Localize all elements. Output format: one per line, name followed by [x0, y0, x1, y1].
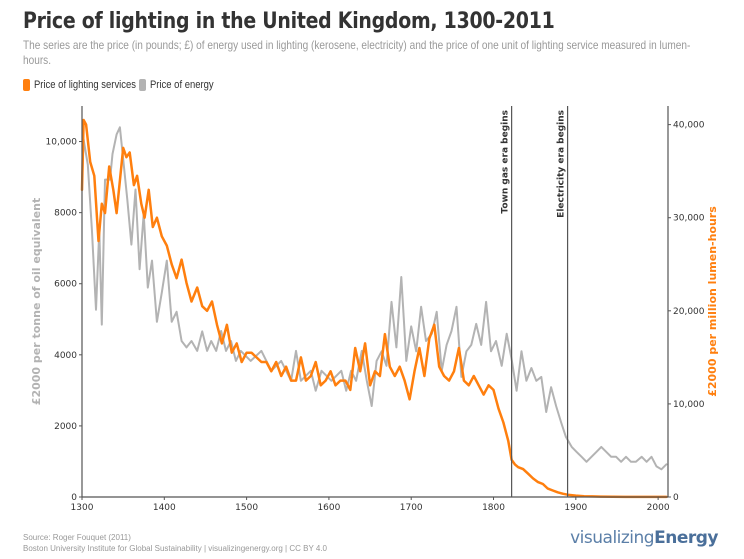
y-left-tick-label: 6000 — [54, 280, 77, 290]
x-tick-label: 1700 — [400, 503, 423, 513]
y-left-tick-label: 0 — [71, 493, 77, 503]
axis-layer: 1300 1400 1500 1600 1700 1800 1900 200002000400… — [30, 106, 719, 513]
y-left-tick-label: 4000 — [54, 351, 77, 361]
legend-swatch-energy — [138, 79, 146, 91]
series-layer — [80, 118, 668, 499]
annotation-label: Town gas era begins — [501, 110, 511, 214]
y-right-tick-label: 20,000 — [673, 307, 705, 317]
chart-subtitle: The series are the price (in pounds; £) … — [23, 38, 691, 67]
x-tick-label: 2000 — [647, 503, 670, 513]
series-line-lighting — [80, 118, 668, 499]
y-left-tick-label: 2000 — [54, 422, 77, 432]
chart-title: Price of lighting in the United Kingdom,… — [23, 9, 555, 34]
x-tick-label: 1600 — [317, 503, 340, 513]
legend-label-lighting: Price of lighting services — [34, 79, 137, 91]
footer: Source: Roger Fouquet (2011) Boston Univ… — [23, 532, 327, 554]
x-tick-label: 1900 — [564, 503, 587, 513]
legend-swatch-lighting — [23, 79, 30, 91]
logo[interactable]: visualizingEnergy — [570, 528, 718, 548]
y-left-tick-label: 8000 — [54, 209, 77, 219]
x-tick-label: 1800 — [482, 503, 505, 513]
series-line-energy — [81, 126, 668, 471]
annotation-label: Electricity era begins — [557, 110, 567, 218]
legend: Price of lighting services Price of ener… — [23, 79, 228, 91]
y-axis-left-title: £2000 per tonne of oil equivalent — [30, 198, 43, 405]
annotation-layer: Town gas era begins Electricity era begin… — [501, 106, 569, 497]
legend-label-energy: Price of energy — [149, 79, 214, 91]
logo-light: visualizing — [570, 528, 655, 548]
x-tick-label: 1500 — [235, 503, 258, 513]
footer-source: Source: Roger Fouquet (2011) — [23, 533, 131, 542]
y-right-tick-label: 10,000 — [673, 400, 705, 410]
y-right-tick-label: 30,000 — [673, 214, 705, 224]
y-right-tick-label: 40,000 — [673, 121, 705, 131]
footer-credit: Boston University Institute for Global S… — [23, 544, 328, 553]
y-right-tick-label: 0 — [673, 493, 679, 503]
y-left-tick-label: 10,000 — [46, 138, 78, 148]
legend-item-lighting[interactable]: Price of lighting services — [23, 79, 153, 91]
logo-bold: Energy — [654, 528, 718, 548]
y-axis-right-title: £2000 per million lumen-hours — [706, 206, 719, 397]
x-tick-label: 1300 — [71, 503, 94, 513]
legend-item-energy[interactable]: Price of energy — [138, 79, 224, 91]
x-tick-label: 1400 — [153, 503, 176, 513]
